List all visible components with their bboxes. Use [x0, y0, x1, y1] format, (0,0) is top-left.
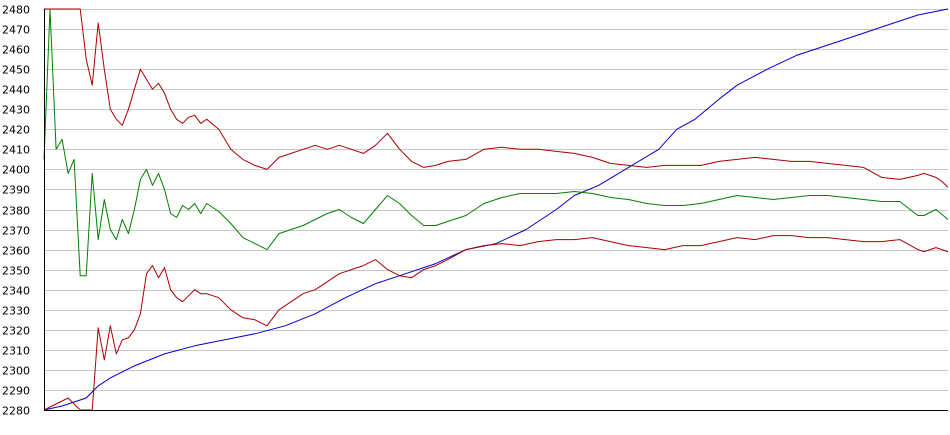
y-tick-label-2280: 2280: [2, 405, 30, 418]
y-tick-label-2450: 2450: [2, 64, 30, 77]
y-tick-label-2440: 2440: [2, 84, 30, 97]
y-tick-label-2410: 2410: [2, 144, 30, 157]
series-lines: [43, 8, 949, 411]
y-tick-label-2400: 2400: [2, 164, 30, 177]
y-tick-label-2460: 2460: [2, 44, 30, 57]
y-tick-label-2390: 2390: [2, 184, 30, 197]
y-tick-label-2380: 2380: [2, 205, 30, 218]
y-tick-label-2420: 2420: [2, 124, 30, 137]
y-tick-label-2340: 2340: [2, 285, 30, 298]
y-axis-tick-labels: 2280 2290 2300 2310 2320 2330 2340 2350 2360 2370…: [2, 4, 30, 418]
y-tick-label-2290: 2290: [2, 385, 30, 398]
series-line-middle-band: [43, 8, 949, 277]
y-tick-label-2350: 2350: [2, 265, 30, 278]
y-tick-label-2370: 2370: [2, 225, 30, 238]
y-tick-label-2310: 2310: [2, 345, 30, 358]
axes: [44, 9, 948, 411]
y-tick-label-2430: 2430: [2, 104, 30, 117]
y-tick-label-2360: 2360: [2, 245, 30, 258]
series-line-upper-band: [44, 8, 949, 188]
y-tick-label-2480: 2480: [2, 4, 30, 17]
y-tick-label-2330: 2330: [2, 305, 30, 318]
y-tick-label-2320: 2320: [2, 325, 30, 338]
gridlines: [44, 9, 948, 411]
y-tick-label-2300: 2300: [2, 365, 30, 378]
y-tick-label-2470: 2470: [2, 24, 30, 37]
series-line-lower-band: [43, 235, 949, 411]
